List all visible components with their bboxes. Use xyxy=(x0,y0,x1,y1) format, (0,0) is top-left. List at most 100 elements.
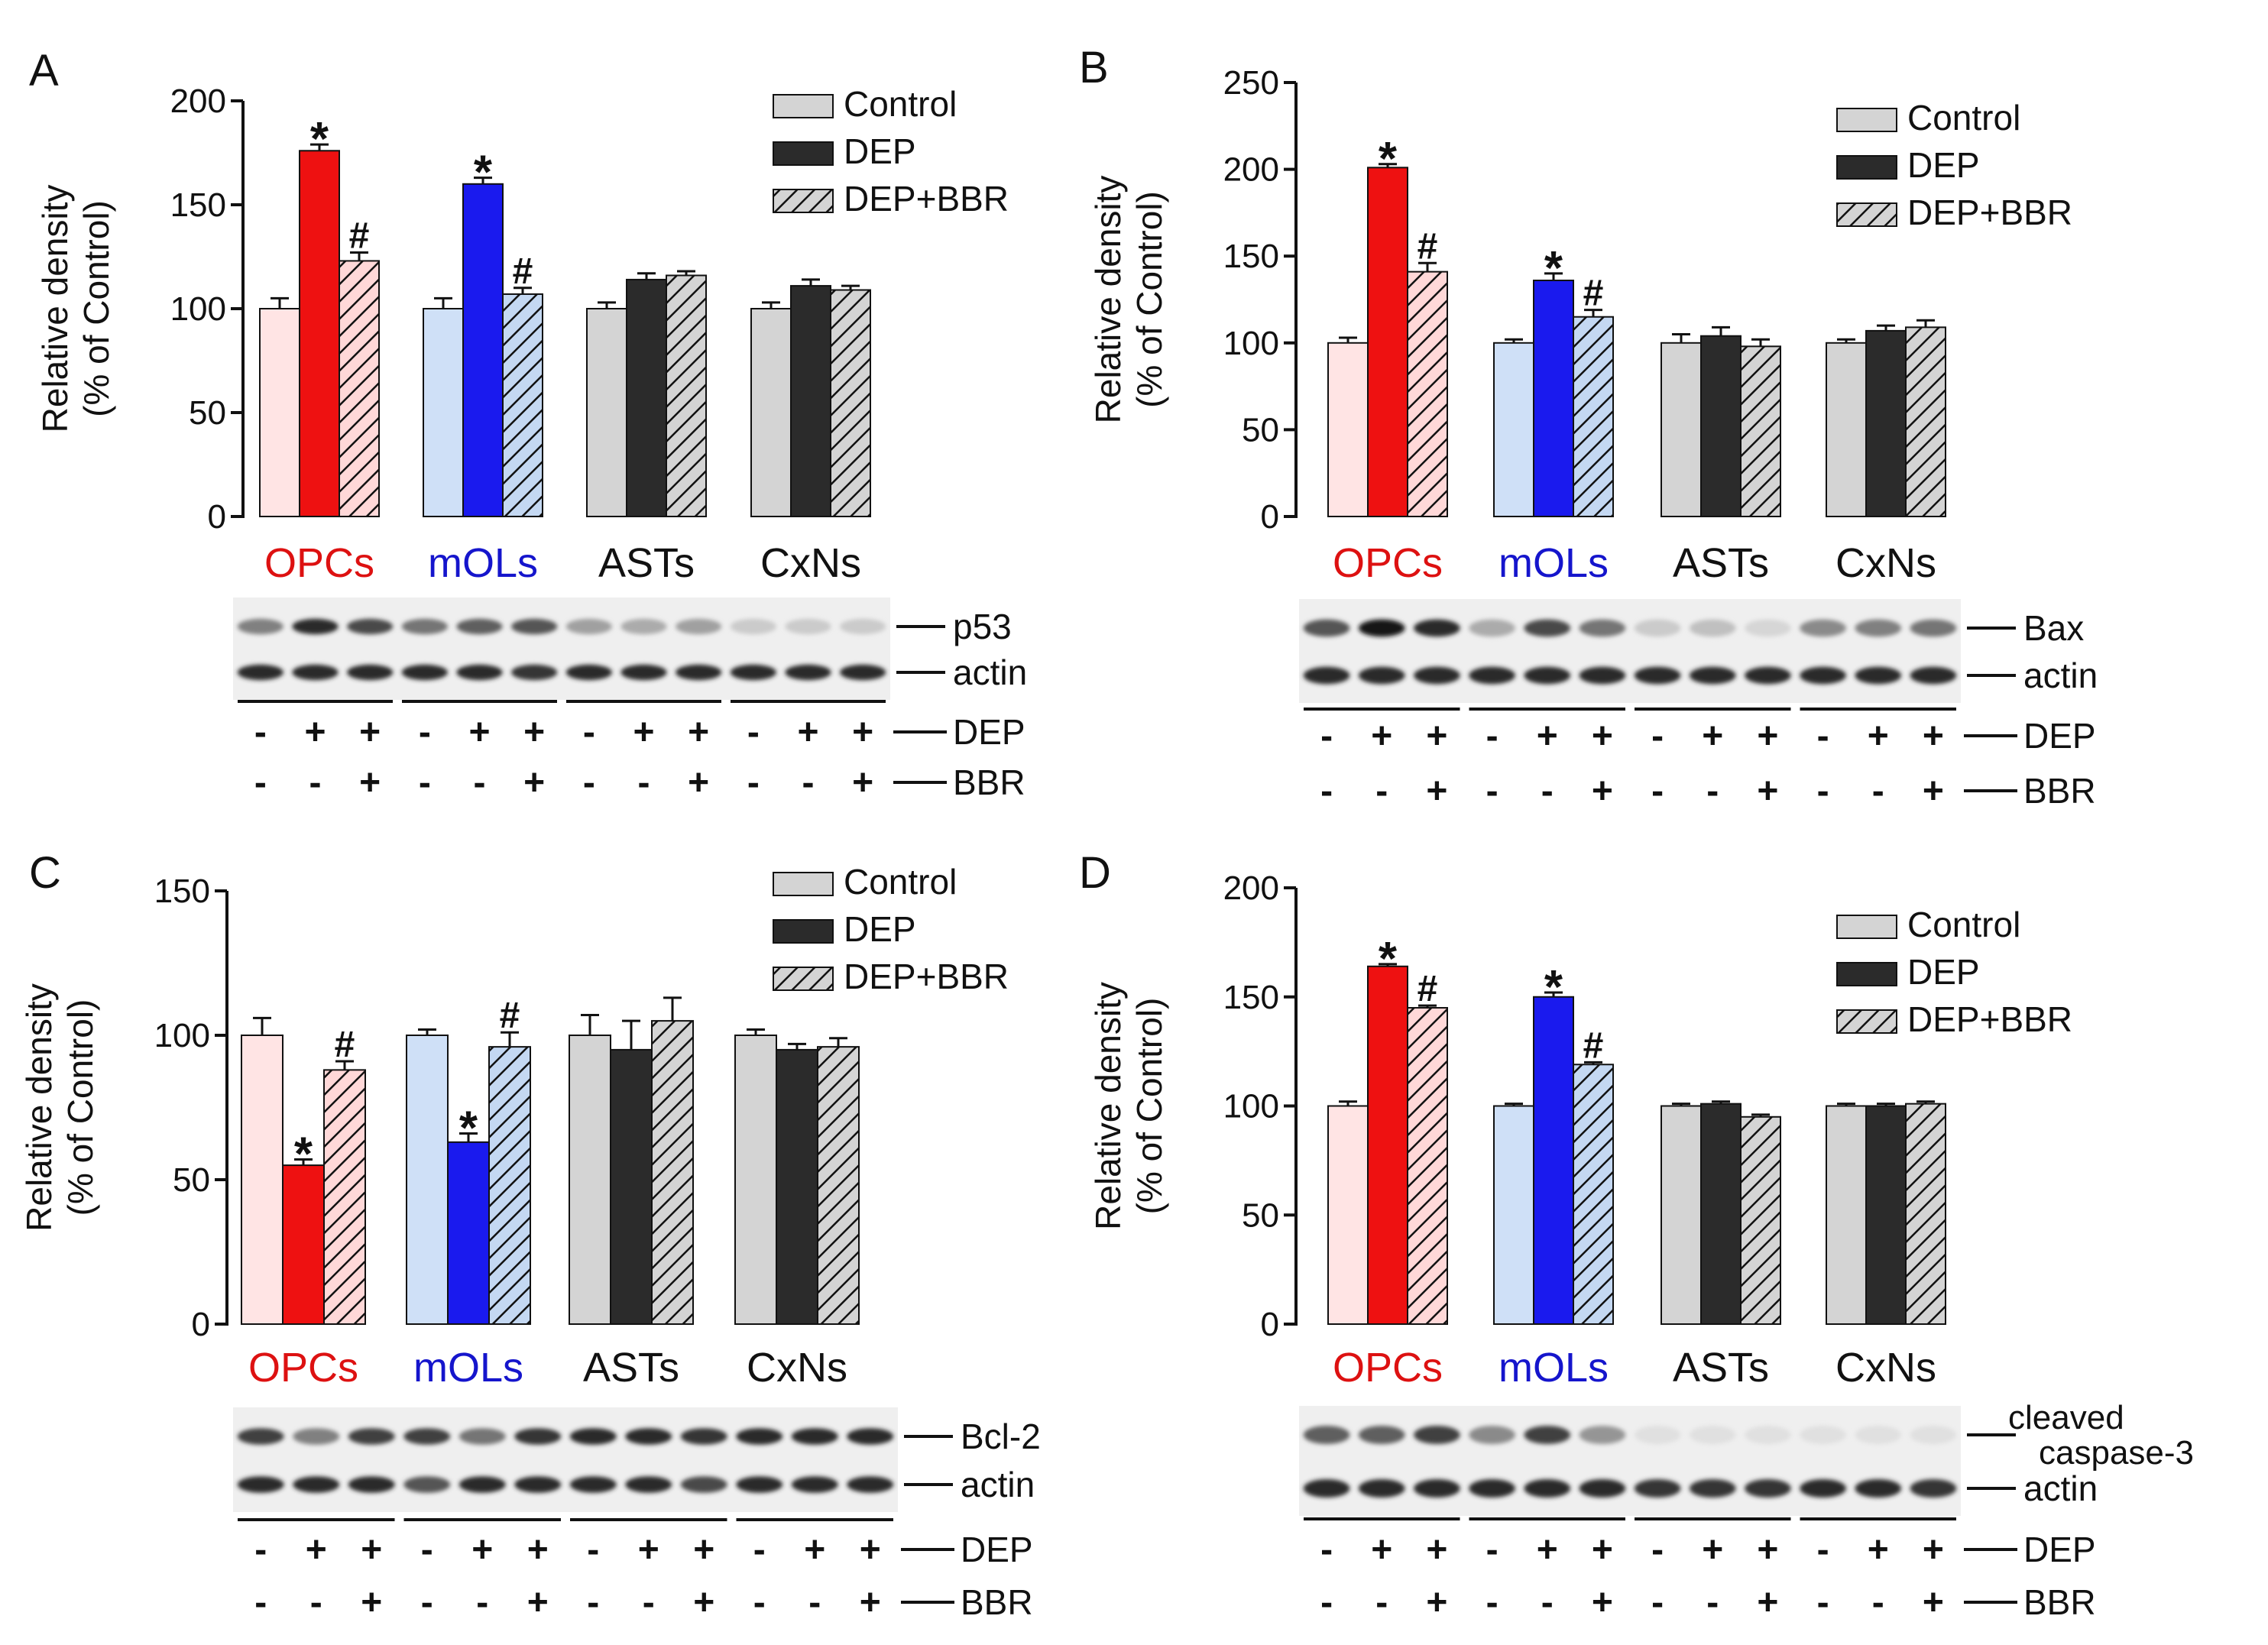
y-axis-label-line-1: Relative density xyxy=(1088,176,1128,424)
category-label-cxns: CxNs xyxy=(1835,1345,1936,1391)
blot-band xyxy=(237,1476,284,1493)
blot-band xyxy=(736,1476,783,1493)
legend-swatch xyxy=(773,919,834,944)
blot-band xyxy=(1800,1479,1846,1498)
bbr-sign: - xyxy=(474,763,486,803)
dep-sign: + xyxy=(688,712,709,753)
significance-star: * xyxy=(1379,933,1398,986)
bar xyxy=(586,308,627,517)
blot-band xyxy=(1855,1426,1902,1444)
legend-label: DEP xyxy=(1907,952,1980,992)
bbr-sign: - xyxy=(1651,1582,1664,1623)
bar xyxy=(447,1141,490,1325)
blot-row-label: cleaved xyxy=(2008,1399,2124,1436)
blot-band xyxy=(1634,1426,1681,1444)
dep-sign: - xyxy=(419,712,431,753)
bars xyxy=(241,996,860,1326)
blot-band xyxy=(1469,619,1515,637)
bbr-sign: - xyxy=(309,763,322,803)
blot-band xyxy=(1689,666,1736,685)
blot-band xyxy=(456,664,503,681)
bar xyxy=(1493,1105,1534,1325)
blot-band xyxy=(1303,1426,1350,1444)
dep-sign: + xyxy=(633,712,654,753)
blot-band xyxy=(458,1476,506,1493)
legend-swatch xyxy=(773,872,834,896)
blot-membrane xyxy=(1299,1406,1961,1516)
bbr-sign: + xyxy=(1923,771,1944,811)
dep-sign: + xyxy=(1923,1530,1944,1570)
legend-swatch xyxy=(773,967,834,991)
blot-band xyxy=(1414,1426,1460,1444)
bar xyxy=(569,1035,611,1325)
blot-band xyxy=(1469,1426,1515,1444)
legend-swatch xyxy=(773,94,834,118)
dep-sign: + xyxy=(361,1530,382,1570)
dep-sign: - xyxy=(254,712,267,753)
bbr-sign: + xyxy=(1757,771,1778,811)
significance-hash: # xyxy=(500,996,520,1036)
dep-sign: + xyxy=(523,712,545,753)
y-tick-label: 100 xyxy=(1223,1088,1279,1125)
legend-swatch xyxy=(1836,1009,1897,1034)
bbr-sign: + xyxy=(688,763,709,803)
blot-band xyxy=(1800,1426,1846,1444)
blot-band xyxy=(785,618,831,635)
panel-d: D 0 50 100 150 200 Relative density (% of Contr… xyxy=(1079,848,2194,1623)
dep-sign: - xyxy=(747,712,760,753)
bar xyxy=(323,1069,366,1325)
y-tick-label: 200 xyxy=(170,83,226,120)
category-label-asts: ASTs xyxy=(583,1345,679,1391)
blot-band xyxy=(401,664,448,681)
dep-sign: - xyxy=(753,1530,766,1570)
blot-band xyxy=(565,618,612,635)
bar xyxy=(339,260,380,517)
blot-band xyxy=(680,1428,727,1445)
blot-band xyxy=(680,1476,727,1493)
legend: Control DEP DEP+BBR xyxy=(1836,98,2072,232)
blot-band xyxy=(1634,666,1681,685)
significance-star: * xyxy=(1544,961,1563,1014)
legend-swatch xyxy=(1836,962,1897,986)
blot-band xyxy=(511,618,558,635)
blot-band xyxy=(1855,1479,1902,1498)
significance-hash: # xyxy=(1583,1025,1604,1066)
blot-band xyxy=(237,664,284,681)
blot-band xyxy=(1800,619,1846,637)
significance-hash: # xyxy=(513,251,533,292)
legend-label: Control xyxy=(844,84,957,124)
bar xyxy=(1533,280,1574,517)
dep-sign: - xyxy=(1486,1530,1498,1570)
bar xyxy=(1826,342,1867,517)
category-label-cxns: CxNs xyxy=(760,540,861,586)
dep-sign: - xyxy=(1320,1530,1333,1570)
significance-hash: # xyxy=(335,1025,355,1065)
bar xyxy=(1865,329,1907,517)
significance-star: * xyxy=(474,147,493,199)
blot-band xyxy=(1414,1479,1460,1498)
bar xyxy=(610,1048,653,1326)
bar xyxy=(488,1046,531,1325)
blot-band xyxy=(511,664,558,681)
blot-band xyxy=(1524,1479,1571,1498)
y-tick-label: 100 xyxy=(1223,325,1279,362)
dep-sign: + xyxy=(471,1530,493,1570)
bbr-label: BBR xyxy=(961,1582,1033,1622)
blot-band xyxy=(1910,1426,1957,1444)
bar xyxy=(1407,1007,1448,1326)
bar xyxy=(1700,1103,1742,1326)
category-label-asts: ASTs xyxy=(1673,1345,1769,1391)
y-axis-label-line-2: (% of Control) xyxy=(76,200,116,417)
y-tick-label: 100 xyxy=(170,290,226,328)
dep-sign: + xyxy=(1371,1530,1392,1570)
significance-star: * xyxy=(310,113,329,166)
blot-band xyxy=(403,1476,451,1493)
bbr-sign: - xyxy=(1541,1582,1554,1623)
bbr-sign: - xyxy=(753,1582,766,1623)
legend: Control DEP DEP+BBR xyxy=(773,862,1009,996)
bar xyxy=(776,1048,818,1326)
bar xyxy=(423,308,464,517)
dep-sign: + xyxy=(1868,716,1889,756)
panel-letter: B xyxy=(1079,43,1109,92)
blot-band xyxy=(840,664,886,681)
